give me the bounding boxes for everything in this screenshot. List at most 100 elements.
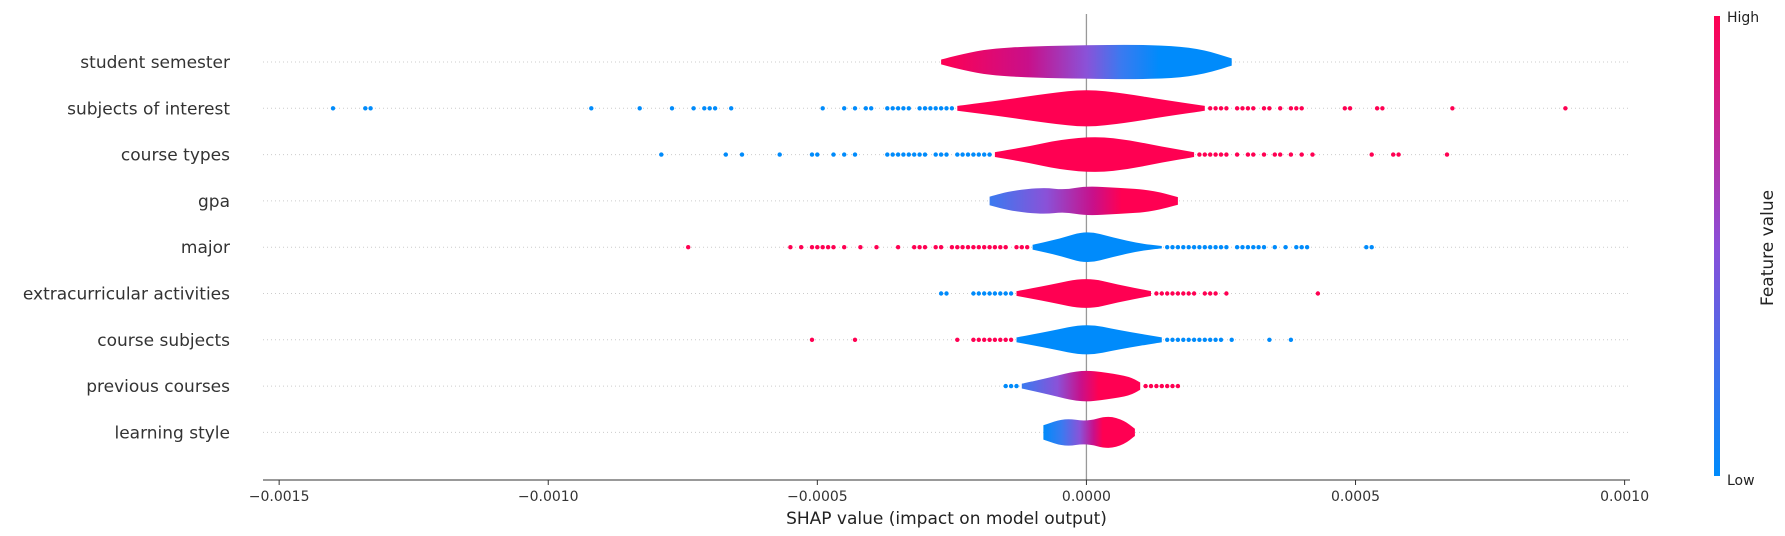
shap-point-low: [1272, 245, 1278, 250]
shap-point-low: [944, 152, 949, 157]
shap-point-high: [1154, 383, 1159, 389]
shap-point-low: [906, 152, 911, 157]
shap-point-high: [1267, 106, 1272, 111]
shap-point-low: [987, 291, 992, 296]
shap-point-high: [1396, 152, 1401, 157]
shap-point-low: [1240, 245, 1245, 250]
shap-point-low: [809, 152, 815, 157]
shap-point-low: [1294, 245, 1299, 250]
shap-point-low: [895, 106, 901, 111]
x-axis: −0.0015 −0.0010 −0.0005 0.0000 0.0005 0.0010: [249, 479, 1649, 505]
colorbar: High Low Feature value: [1714, 10, 1778, 489]
shap-point-high: [825, 245, 831, 250]
shap-point-high: [982, 337, 987, 342]
shap-point-high: [992, 245, 998, 250]
shap-point-high: [1299, 106, 1304, 111]
shap-point-low: [917, 152, 922, 157]
shap-point-high: [1202, 152, 1208, 157]
shap-point-low: [1170, 337, 1175, 342]
shap-point-low: [707, 106, 712, 111]
shap-point-low: [890, 106, 895, 111]
violin-major: [1032, 232, 1162, 263]
shap-point-high: [1294, 106, 1299, 111]
shap-point-high: [1374, 106, 1380, 111]
shap-point-low: [901, 106, 906, 111]
shap-point-low: [1197, 245, 1202, 250]
shap-point-low: [938, 291, 944, 296]
shap-point-low: [982, 291, 987, 296]
shap-point-low: [1197, 337, 1202, 342]
shap-point-low: [933, 106, 938, 111]
shap-point-high: [1310, 152, 1315, 157]
shap-point-low: [987, 152, 992, 157]
shap-point-high: [1003, 337, 1008, 342]
shap-point-high: [1261, 106, 1267, 111]
feature-label: course types: [121, 146, 230, 166]
shap-point-high: [1181, 291, 1186, 296]
shap-point-low: [938, 152, 944, 157]
shap-point-low: [1003, 383, 1008, 389]
feature-label: previous courses: [86, 377, 230, 397]
shap-point-high: [1175, 291, 1181, 296]
shap-point-low: [895, 152, 901, 157]
shap-point-low: [1234, 245, 1240, 250]
feature-label: student semester: [80, 53, 230, 73]
shap-point-low: [1165, 337, 1170, 342]
shap-point-low: [1202, 245, 1208, 250]
shap-point-low: [589, 106, 594, 111]
shap-point-high: [1143, 383, 1148, 389]
shap-point-high: [987, 337, 992, 342]
shap-point-high: [1224, 106, 1229, 111]
shap-point-high: [1213, 106, 1218, 111]
shap-point-high: [1251, 106, 1256, 111]
shap-point-high: [1170, 291, 1175, 296]
shap-point-low: [777, 152, 782, 157]
shap-point-high: [1170, 383, 1175, 389]
shap-point-high: [998, 245, 1003, 250]
shap-point-low: [691, 106, 696, 111]
x-tick-label: −0.0010: [518, 489, 579, 505]
colorbar-gradient: [1714, 16, 1720, 476]
violin-course-types: [994, 137, 1195, 172]
shap-point-high: [1224, 291, 1229, 296]
shap-point-high: [960, 245, 965, 250]
shap-point-high: [1234, 106, 1240, 111]
shap-point-high: [1391, 152, 1396, 157]
feature-label: major: [181, 238, 230, 258]
shap-point-low: [1261, 245, 1267, 250]
shap-point-low: [1165, 245, 1170, 250]
shap-point-low: [1251, 245, 1256, 250]
shap-point-low: [842, 106, 847, 111]
shap-point-low: [1267, 337, 1272, 342]
shap-point-high: [1008, 337, 1014, 342]
violin-course-subjects: [1016, 325, 1162, 355]
x-tick-label: −0.0005: [787, 489, 848, 505]
shap-point-high: [976, 337, 981, 342]
shap-point-low: [998, 291, 1003, 296]
shap-point-low: [712, 106, 718, 111]
shap-point-high: [1245, 106, 1251, 111]
shap-point-high: [917, 245, 922, 250]
shap-point-high: [1025, 245, 1030, 250]
shap-point-low: [1213, 245, 1218, 250]
shap-point-high: [831, 245, 836, 250]
shap-point-high: [1450, 106, 1455, 111]
shap-point-low: [901, 152, 906, 157]
shap-point-high: [1234, 152, 1240, 157]
shap-point-low: [976, 291, 981, 296]
shap-point-high: [1019, 245, 1024, 250]
shap-point-high: [1315, 291, 1321, 296]
shap-point-low: [842, 152, 847, 157]
shap-point-high: [1159, 383, 1165, 389]
violin-subjects-of-interest: [957, 90, 1205, 127]
shap-point-low: [1181, 337, 1186, 342]
shap-point-high: [971, 245, 976, 250]
shap-point-low: [723, 152, 728, 157]
colorbar-title: Feature value: [1758, 190, 1778, 306]
shap-point-high: [1272, 152, 1278, 157]
shap-point-high: [1224, 152, 1229, 157]
shap-point-low: [863, 106, 868, 111]
violin-previous-courses: [1021, 370, 1141, 402]
shap-point-low: [739, 152, 745, 157]
shap-point-high: [1347, 106, 1353, 111]
